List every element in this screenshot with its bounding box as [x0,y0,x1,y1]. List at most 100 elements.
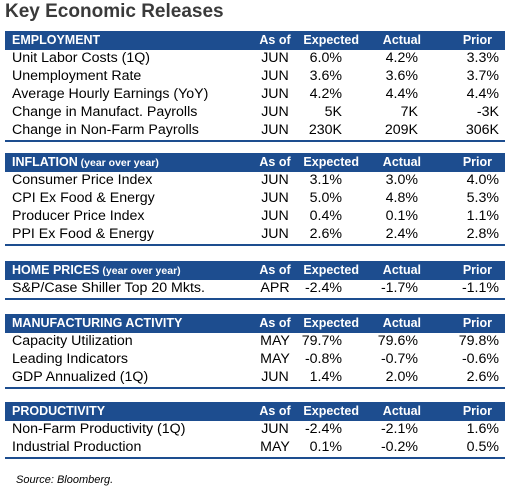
section-header: EMPLOYMENT As of Expected Actual Prior [5,31,505,50]
source-note: Source: Bloomberg. [16,474,114,486]
indicator-name: GDP Annualized (1Q) [12,369,149,385]
indicator-name: Unemployment Rate [12,68,142,84]
as-of-value: JUN [261,369,289,385]
section-divider [5,457,505,459]
prior-value: 2.6% [466,369,499,385]
section-name: EMPLOYMENT [12,33,101,47]
prior-value: 1.1% [466,208,499,224]
as-of-value: MAY [260,333,290,349]
col-header-expected: Expected [303,263,359,277]
indicator-name: Unit Labor Costs (1Q) [12,50,150,66]
table-row: Unemployment Rate JUN 3.6% 3.6% 3.7% [5,68,505,86]
section-name: PRODUCTIVITY [12,404,106,418]
as-of-value: JUN [261,50,289,66]
col-header-as-of: As of [259,316,291,330]
indicator-name: CPI Ex Food & Energy [12,190,155,206]
section-employment: EMPLOYMENT As of Expected Actual Prior Unit L… [5,31,505,142]
prior-value: 4.0% [466,172,499,188]
indicator-name: Average Hourly Earnings (YoY) [12,86,209,102]
table-row: GDP Annualized (1Q) JUN 1.4% 2.0% 2.6% [5,369,505,387]
prior-value: 3.7% [466,68,499,84]
actual-value: 4.8% [385,190,418,206]
indicator-name: Consumer Price Index [12,172,153,188]
prior-value: 5.3% [466,190,499,206]
indicator-name: PPI Ex Food & Energy [12,226,154,242]
col-header-actual: Actual [382,316,421,330]
col-header-actual: Actual [382,33,421,47]
col-header-actual: Actual [382,404,421,418]
table-row: Average Hourly Earnings (YoY) JUN 4.2% 4.4%… [5,86,505,104]
actual-value: 7K [400,104,418,120]
section-name: MANUFACTURING ACTIVITY [12,316,183,330]
indicator-name: Change in Manufact. Payrolls [12,104,198,120]
col-header-actual: Actual [382,155,421,169]
prior-value: -3K [476,104,499,120]
prior-value: 2.8% [466,226,499,242]
actual-value: 4.4% [385,86,418,102]
col-header-actual: Actual [382,263,421,277]
expected-value: 5.0% [309,190,342,206]
table-row: Consumer Price Index JUN 3.1% 3.0% 4.0% [5,172,505,190]
table-row: S&P/Case Shiller Top 20 Mkts. APR -2.4% -1.… [5,280,505,298]
as-of-value: JUN [261,86,289,102]
as-of-value: JUN [261,68,289,84]
indicator-name: Non-Farm Productivity (1Q) [12,421,186,437]
section-divider [5,140,505,142]
section-divider [5,298,505,300]
as-of-value: JUN [261,421,289,437]
section-header: INFLATION (year over year) As of Expected A… [5,153,505,172]
expected-value: 79.7% [301,333,342,349]
table-row: Capacity Utilization MAY 79.7% 79.6% 79.8% [5,333,505,351]
expected-value: 3.6% [309,68,342,84]
actual-value: 79.6% [377,333,418,349]
expected-value: -0.8% [304,351,342,367]
section-divider [5,244,505,246]
as-of-value: JUN [261,226,289,242]
as-of-value: APR [260,280,290,296]
section-manufacturing-activity: MANUFACTURING ACTIVITY As of Expected Actua… [5,314,505,389]
section-divider [5,387,505,389]
table-row: CPI Ex Food & Energy JUN 5.0% 4.8% 5.3% [5,190,505,208]
prior-value: 0.5% [466,439,499,455]
section-subtitle: (year over year) [77,157,159,169]
section-title: PRODUCTIVITY [12,404,105,418]
actual-value: -0.7% [380,351,418,367]
section-name: INFLATION [12,155,78,169]
section-name: HOME PRICES [12,263,100,277]
table-row: Change in Non-Farm Payrolls JUN 230K 209K 30… [5,122,505,140]
section-title: MANUFACTURING ACTIVITY [12,316,182,330]
actual-value: -0.2% [380,439,418,455]
col-header-as-of: As of [259,155,291,169]
actual-value: 3.0% [385,172,418,188]
as-of-value: JUN [261,208,289,224]
col-header-expected: Expected [303,316,359,330]
expected-value: 230K [308,122,342,138]
col-header-expected: Expected [303,155,359,169]
actual-value: 4.2% [385,50,418,66]
prior-value: 3.3% [466,50,499,66]
col-header-expected: Expected [303,404,359,418]
actual-value: 0.1% [385,208,418,224]
prior-value: 4.4% [466,86,499,102]
table-row: Unit Labor Costs (1Q) JUN 6.0% 4.2% 3.3% [5,50,505,68]
table-row: Leading Indicators MAY -0.8% -0.7% -0.6% [5,351,505,369]
as-of-value: JUN [261,172,289,188]
indicator-name: Industrial Production [12,439,142,455]
expected-value: 0.1% [309,439,342,455]
expected-value: 5K [324,104,342,120]
section-title: INFLATION (year over year) [12,155,159,169]
section-header: MANUFACTURING ACTIVITY As of Expected Actua… [5,314,505,333]
as-of-value: JUN [261,190,289,206]
col-header-prior: Prior [462,263,492,277]
col-header-as-of: As of [259,404,291,418]
as-of-value: JUN [261,122,289,138]
expected-value: 3.1% [309,172,342,188]
as-of-value: MAY [260,351,290,367]
actual-value: -1.7% [380,280,418,296]
actual-value: 3.6% [385,68,418,84]
indicator-name: Producer Price Index [12,208,145,224]
as-of-value: MAY [260,439,290,455]
indicator-name: Capacity Utilization [12,333,133,349]
col-header-prior: Prior [462,404,492,418]
